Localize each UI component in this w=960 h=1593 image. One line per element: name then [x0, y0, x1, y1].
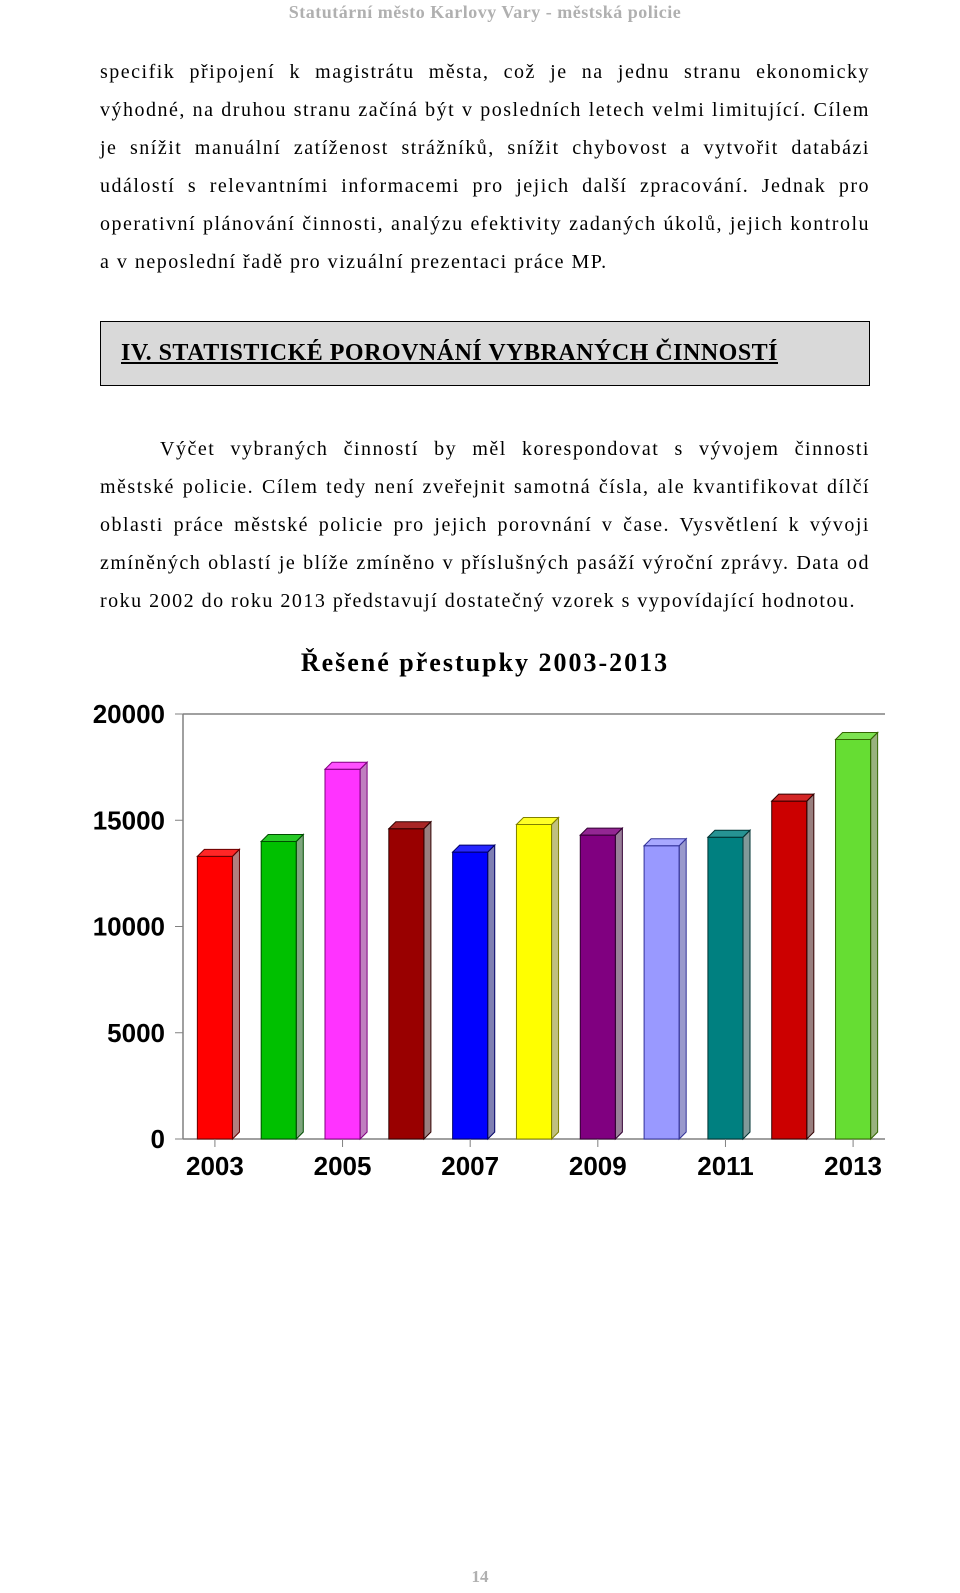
svg-text:2003: 2003 — [186, 1151, 244, 1181]
section-heading-box: IV. STATISTICKÉ POROVNÁNÍ VYBRANÝCH ČINN… — [100, 321, 870, 386]
svg-text:2011: 2011 — [697, 1151, 753, 1181]
chart-wrapper: 0 5000 10000 15000 20000 2003 2005 2007 2009 2011… — [65, 694, 895, 1189]
svg-text:2013: 2013 — [824, 1151, 882, 1181]
chart-title: Řešené přestupky 2003-2013 — [100, 648, 870, 678]
svg-text:2009: 2009 — [569, 1151, 627, 1181]
section-heading: IV. STATISTICKÉ POROVNÁNÍ VYBRANÝCH ČINN… — [121, 340, 778, 366]
svg-text:10000: 10000 — [93, 912, 165, 942]
page-header: Statutární město Karlovy Vary - městská … — [100, 0, 870, 53]
paragraph-1: specifik připojení k magistrátu města, c… — [100, 53, 870, 281]
paragraph-2: Výčet vybraných činností by měl korespon… — [100, 430, 870, 620]
svg-text:20000: 20000 — [93, 699, 165, 729]
bar-chart: 0 5000 10000 15000 20000 2003 2005 2007 2009 2011… — [65, 694, 895, 1184]
svg-text:15000: 15000 — [93, 805, 165, 835]
svg-text:0: 0 — [151, 1124, 165, 1154]
svg-text:2007: 2007 — [441, 1151, 499, 1181]
page-number: 14 — [0, 1567, 960, 1587]
svg-text:5000: 5000 — [107, 1018, 165, 1048]
document-page: Statutární město Karlovy Vary - městská … — [0, 0, 960, 1593]
svg-text:2005: 2005 — [314, 1151, 372, 1181]
